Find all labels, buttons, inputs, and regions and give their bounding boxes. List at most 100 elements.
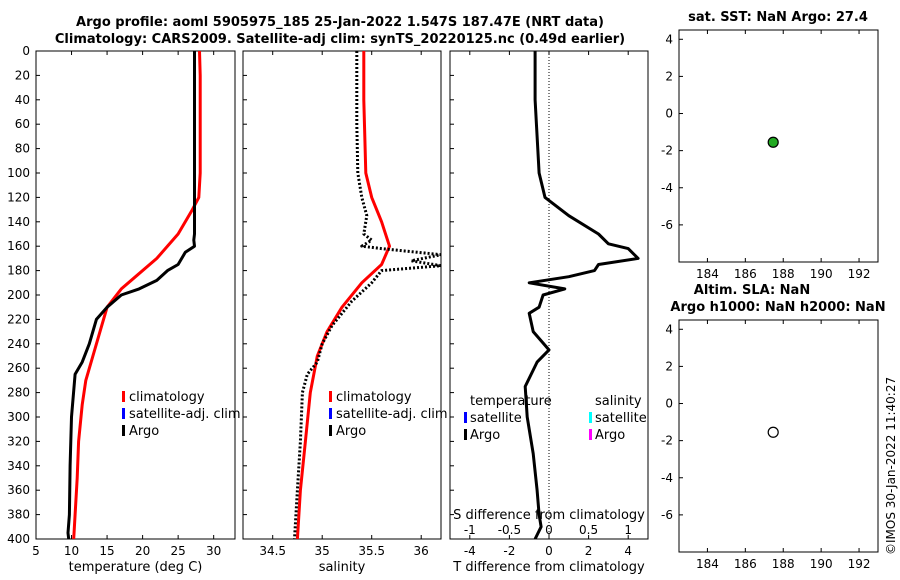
legend-right-swatch bbox=[589, 429, 592, 440]
title-line-1: Argo profile: aoml 5905975_185 25-Jan-20… bbox=[76, 15, 604, 30]
depth-tick-label: 340 bbox=[7, 459, 30, 473]
salinity-legend-swatch bbox=[329, 425, 332, 436]
depth-tick-label: 360 bbox=[7, 483, 30, 497]
sla_location-ytick-label: 4 bbox=[665, 322, 673, 336]
sst_location-profile-point bbox=[767, 136, 779, 148]
temperature-xtick-label: 5 bbox=[32, 544, 40, 558]
legend-right-title: salinity bbox=[595, 394, 642, 409]
depth-tick-label: 380 bbox=[7, 508, 30, 522]
top-axis-tick-label: 1 bbox=[624, 523, 632, 537]
legend-left-label: satellite bbox=[470, 411, 522, 426]
sst_location-xtick-label: 186 bbox=[734, 267, 757, 281]
temperature-xtick-label: 10 bbox=[64, 544, 79, 558]
temperature-frame bbox=[35, 50, 236, 540]
temperature-xtick-label: 25 bbox=[171, 544, 186, 558]
depth-tick-label: 400 bbox=[7, 532, 30, 546]
depth-tick-label: 220 bbox=[7, 312, 30, 326]
sla_location-ytick-label: -4 bbox=[661, 471, 673, 485]
sst_location-xtick-label: 190 bbox=[810, 267, 833, 281]
depth-tick-label: 20 bbox=[15, 68, 30, 82]
sla_location-xtick-label: 186 bbox=[734, 557, 757, 571]
sst_location-xtick-label: 184 bbox=[696, 267, 719, 281]
sst_location-ytick-label: 0 bbox=[665, 107, 673, 121]
sst_location-ytick-label: -4 bbox=[661, 181, 673, 195]
sla_location-xtick-label: 188 bbox=[772, 557, 795, 571]
depth-tick-label: 80 bbox=[15, 142, 30, 156]
legend-left-swatch bbox=[464, 412, 467, 423]
salinity-series-argo bbox=[293, 51, 441, 539]
sst_location-ytick-label: -2 bbox=[661, 144, 673, 158]
salinity-series-climatology bbox=[295, 51, 391, 539]
difference-xtick-label: 2 bbox=[585, 544, 593, 558]
top-axis-tick-label: -1 bbox=[464, 523, 476, 537]
depth-tick-label: 240 bbox=[7, 337, 30, 351]
top-axis-tick-label: -0.5 bbox=[498, 523, 521, 537]
top-axis-tick-label: 0.5 bbox=[579, 523, 598, 537]
difference-xlabel: T difference from climatology bbox=[452, 560, 645, 575]
sla_location-ytick-label: 0 bbox=[665, 397, 673, 411]
temperature-xlabel: temperature (deg C) bbox=[69, 560, 203, 575]
temperature-series-climatology bbox=[72, 51, 202, 539]
depth-tick-label: 180 bbox=[7, 264, 30, 278]
temperature-legend-swatch bbox=[122, 408, 125, 419]
temperature-xtick-label: 20 bbox=[135, 544, 150, 558]
sst_location-ytick-label: 4 bbox=[665, 32, 673, 46]
sla_location-ytick-label: 2 bbox=[665, 359, 673, 373]
imos-timestamp: ©IMOS 30-Jan-2022 11:40:27 bbox=[884, 376, 898, 555]
legend-left-title: temperature bbox=[470, 394, 552, 409]
depth-tick-label: 300 bbox=[7, 410, 30, 424]
top-axis-label: S difference from climatology bbox=[453, 508, 645, 523]
salinity-legend-label: satellite-adj. clim bbox=[336, 407, 448, 422]
sla_location-xtick-label: 192 bbox=[848, 557, 871, 571]
sst_location-xtick-label: 192 bbox=[848, 267, 871, 281]
salinity-legend-swatch bbox=[329, 391, 332, 402]
difference-series-t-difference-argo- bbox=[523, 51, 640, 539]
salinity-xtick-label: 36 bbox=[414, 544, 429, 558]
depth-tick-label: 100 bbox=[7, 166, 30, 180]
temperature-legend-label: climatology bbox=[129, 390, 205, 405]
legend-right-label: Argo bbox=[595, 428, 625, 443]
temperature-series-argo bbox=[66, 51, 196, 539]
sla_location-profile-point bbox=[767, 426, 779, 438]
salinity-legend-label: Argo bbox=[336, 424, 366, 439]
depth-tick-label: 140 bbox=[7, 215, 30, 229]
legend-right-label: satellite bbox=[595, 411, 647, 426]
depth-tick-label: 320 bbox=[7, 434, 30, 448]
sla_location-ytick-label: -2 bbox=[661, 434, 673, 448]
depth-tick-label: 40 bbox=[15, 93, 30, 107]
salinity-xtick-label: 34.5 bbox=[259, 544, 286, 558]
temperature-xtick-label: 15 bbox=[99, 544, 114, 558]
sst_location-ytick-label: 2 bbox=[665, 69, 673, 83]
sla-title-1: Altim. SLA: NaN bbox=[693, 283, 811, 298]
sla_location-ytick-label: -6 bbox=[661, 508, 673, 522]
top-axis-tick-label: 0 bbox=[545, 523, 553, 537]
sst-title: sat. SST: NaN Argo: 27.4 bbox=[688, 10, 868, 25]
sla_location-xtick-label: 190 bbox=[810, 557, 833, 571]
temperature-legend-label: satellite-adj. clim bbox=[129, 407, 241, 422]
sst_location-frame bbox=[678, 29, 879, 263]
difference-xtick-label: 4 bbox=[624, 544, 632, 558]
legend-right-swatch bbox=[589, 412, 592, 423]
salinity-xlabel: salinity bbox=[319, 560, 366, 575]
depth-tick-label: 0 bbox=[22, 44, 30, 58]
sla_location-xtick-label: 184 bbox=[696, 557, 719, 571]
difference-xtick-label: -2 bbox=[503, 544, 515, 558]
salinity-xtick-label: 35 bbox=[315, 544, 330, 558]
temperature-legend-label: Argo bbox=[129, 424, 159, 439]
depth-tick-label: 60 bbox=[15, 117, 30, 131]
legend-left-label: Argo bbox=[470, 428, 500, 443]
difference-xtick-label: -4 bbox=[464, 544, 476, 558]
sla_location-frame bbox=[678, 319, 879, 553]
sst_location-xtick-label: 188 bbox=[772, 267, 795, 281]
sla-title-2: Argo h1000: NaN h2000: NaN bbox=[670, 300, 886, 315]
sst_location-ytick-label: -6 bbox=[661, 218, 673, 232]
salinity-legend-swatch bbox=[329, 408, 332, 419]
depth-tick-label: 120 bbox=[7, 190, 30, 204]
salinity-legend-label: climatology bbox=[336, 390, 412, 405]
temperature-legend-swatch bbox=[122, 425, 125, 436]
depth-tick-label: 260 bbox=[7, 361, 30, 375]
salinity-xtick-label: 35.5 bbox=[358, 544, 385, 558]
legend-left-swatch bbox=[464, 429, 467, 440]
difference-xtick-label: 0 bbox=[545, 544, 553, 558]
